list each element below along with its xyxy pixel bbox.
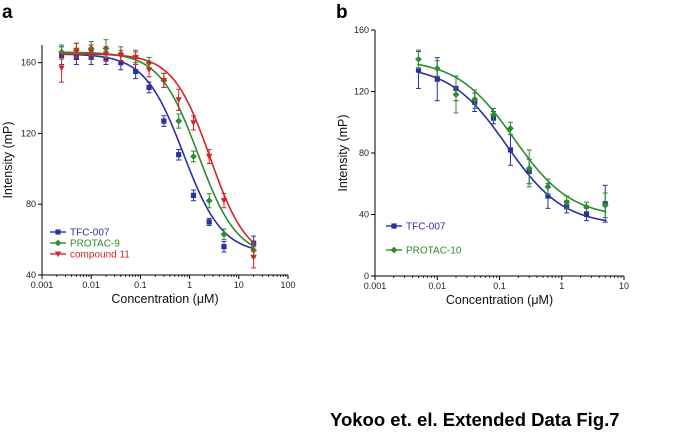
panel-b-series-protac-10-fit-line <box>417 63 607 213</box>
panel-b-legend-marker <box>390 246 398 254</box>
panel-a-series-compound-11-point <box>175 97 182 104</box>
panel-b-x-tick-label: 1 <box>559 281 564 291</box>
panel-b-x-tick-label: 0.001 <box>364 281 387 291</box>
panel-a-series-compound-11-point <box>190 120 197 127</box>
panel-a-series-protac-9-point <box>205 197 213 205</box>
panel-b-series-protac-10-point <box>544 183 552 191</box>
panel-a-series-protac-9-point <box>175 117 183 125</box>
panel-b-y-tick-label: 120 <box>354 87 369 97</box>
panel-b-series-tfc-007-point <box>507 147 514 153</box>
panel-a-legend-label: compound 11 <box>70 250 130 261</box>
panel-b-y-tick-label: 0 <box>364 271 369 281</box>
panel-b-series-protac-10-point <box>583 203 590 211</box>
panel-a-x-tick-label: 0.1 <box>134 280 147 290</box>
panel-a-series-compound-11-point <box>145 67 153 73</box>
panel-a-legend-marker <box>54 251 62 258</box>
panel-a-series-tfc-007-point <box>161 118 167 124</box>
panel-a-chart: a 40 80 120 160 0.001 0.01 0.1 1 10 100 Concentrati… <box>1 2 296 306</box>
panel-b-series-protac-10-point <box>525 164 533 172</box>
panel-a-series-tfc-007-point <box>118 60 124 66</box>
panel-b-x-tick-label: 0.1 <box>493 281 506 291</box>
panel-b-series-protac-10-point <box>507 125 514 132</box>
panel-b-legend-label: PROTAC-10 <box>406 246 462 257</box>
panel-a-legend-label: PROTAC-9 <box>70 239 120 250</box>
panel-a-x-tick-label: 0.001 <box>31 280 54 290</box>
panel-b-series-tfc-007-point <box>545 193 551 199</box>
panel-b-legend-marker <box>391 223 397 229</box>
panel-a-series-compound-11-point <box>58 65 65 72</box>
panel-b-y-axis-title: Intensity (mP) <box>336 114 350 191</box>
panel-a-series-compound-11-point <box>88 49 95 56</box>
panel-a-x-axis-title: Concentration (μM) <box>111 292 218 306</box>
panel-b-legend-label: TFC-007 <box>406 222 446 233</box>
panel-b-series-protac-10-point <box>415 55 422 63</box>
panel-a-label: a <box>2 2 13 23</box>
panel-a-series-compound-11-point <box>220 198 228 204</box>
panel-a-series-tfc-007-point <box>176 152 182 158</box>
panel-a-y-tick-label: 160 <box>21 58 36 68</box>
panel-b-x-tick-label: 0.01 <box>428 281 446 291</box>
panel-b-series-protac-10-point <box>490 111 497 118</box>
panel-a-series-tfc-007-point <box>190 192 197 198</box>
panel-a-series-tfc-007 <box>58 46 257 253</box>
panel-b-y-tick-label: 160 <box>354 25 369 35</box>
panel-a-series-protac-9-point <box>190 153 197 160</box>
panel-a-series-compound-11 <box>58 42 257 269</box>
panel-a-series-compound-11-point <box>132 54 139 61</box>
panel-a-series-protac-9-point <box>220 230 228 238</box>
panel-a-series-compound-11-point <box>102 51 110 58</box>
panel-a-x-tick-label: 1 <box>187 280 192 290</box>
panel-a-series-tfc-007-point <box>133 68 139 75</box>
panel-b-series-protac-10-point <box>601 201 609 209</box>
panel-b-series-protac-10-point <box>452 91 460 98</box>
panel-a-series-tfc-007-point <box>221 244 227 250</box>
panel-a-series-protac-9-point <box>58 48 65 56</box>
panel-b-x-axis-title: Concentration (μM) <box>446 293 553 307</box>
panel-b-series-protac-10-point <box>471 95 479 103</box>
panel-b-x-tick-label: 10 <box>619 281 629 291</box>
panel-a-y-tick-label: 120 <box>21 128 36 138</box>
panel-a-series-compound-11-point <box>73 47 80 54</box>
panel-a-series-protac-9 <box>58 39 258 258</box>
panel-b-y-tick-label: 40 <box>359 210 369 220</box>
panel-a-series-compound-11-point <box>205 153 213 160</box>
panel-a-series-protac-9-fit-line <box>60 51 255 248</box>
panel-a-y-tick-label: 40 <box>26 270 36 280</box>
panel-a-y-tick-label: 80 <box>26 199 36 209</box>
panel-b-series-protac-10 <box>415 49 609 219</box>
panel-b-series-tfc-007-point <box>415 67 422 73</box>
panel-a-series-compound-11-point <box>250 254 257 261</box>
panel-b-series-tfc-007-point <box>583 211 590 218</box>
panel-b-chart: b 0 40 80 120 160 0.001 0.01 0.1 1 10 Concentration… <box>336 2 629 307</box>
panel-b-series-tfc-007-point <box>434 76 440 82</box>
panel-a-legend-marker <box>54 239 62 247</box>
figure-caption: Yokoo et. el. Extended Data Fig.7 <box>330 409 620 430</box>
panel-b-y-tick-label: 80 <box>359 148 369 158</box>
panel-a-y-axis-title: Intensity (mP) <box>1 121 15 198</box>
panel-a-series-tfc-007-point <box>146 84 152 91</box>
panel-a-series-compound-11-fit-line <box>60 53 256 245</box>
panel-b-label: b <box>336 2 348 23</box>
panel-b-series-protac-10-point <box>563 198 571 206</box>
panel-b-series-protac-10-point <box>433 65 441 72</box>
panel-a-series-tfc-007-fit-line <box>60 53 255 250</box>
panel-a-x-tick-label: 10 <box>234 280 244 290</box>
panel-b-series-tfc-007-fit-line <box>417 71 607 222</box>
panel-a-series-compound-11-point <box>117 53 125 59</box>
panel-a-legend-marker <box>55 229 61 235</box>
panel-a-series-tfc-007-point <box>206 219 212 225</box>
panel-a-series-compound-11-point <box>160 77 168 84</box>
panel-a-legend-label: TFC-007 <box>70 228 110 239</box>
panel-a-x-tick-label: 100 <box>280 280 295 290</box>
panel-a-x-tick-label: 0.01 <box>82 280 100 290</box>
